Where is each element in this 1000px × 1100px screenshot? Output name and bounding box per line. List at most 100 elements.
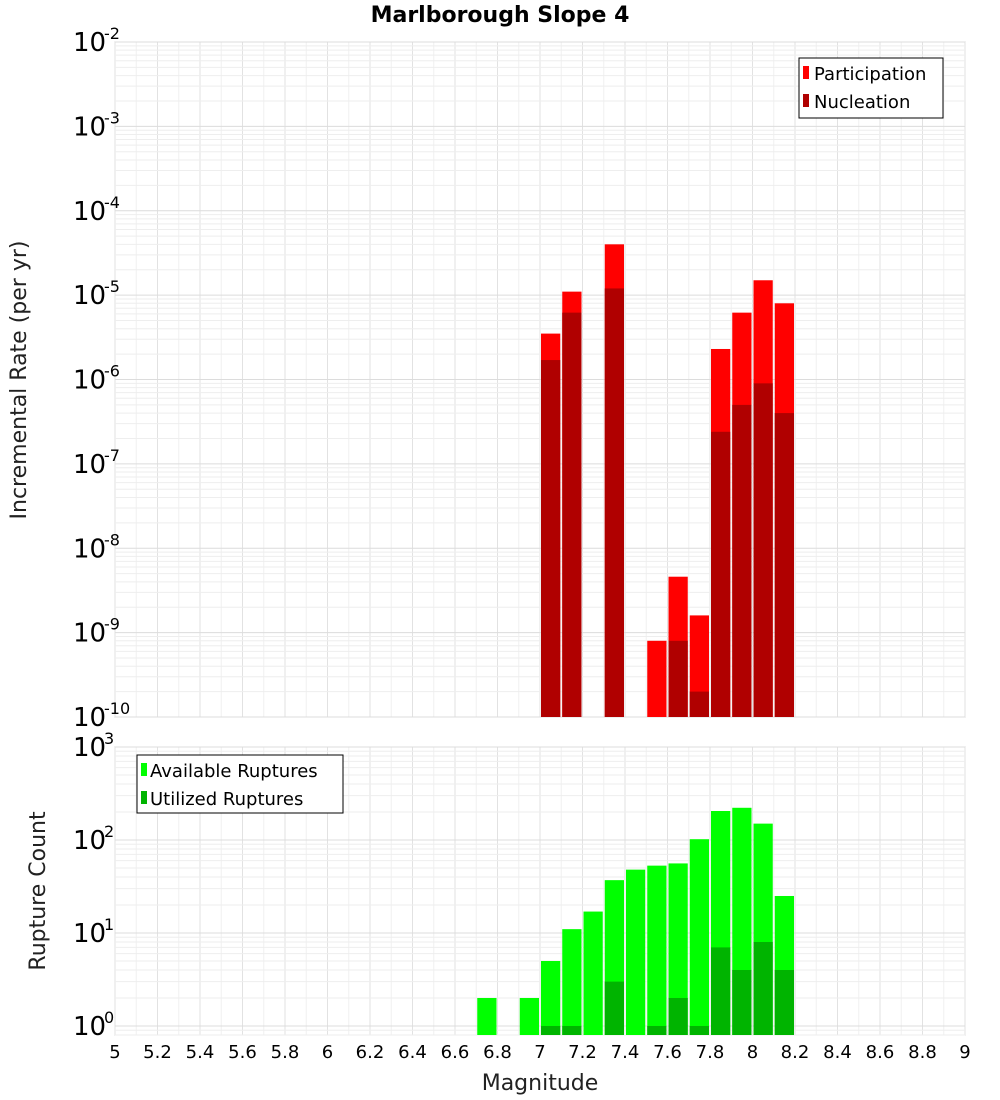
bar-utilized-ruptures [604, 981, 624, 1035]
x-tick-label: 6.8 [483, 1042, 512, 1063]
top-legend-box [798, 57, 944, 119]
y-tick-label: 10 [73, 281, 106, 311]
y-tick-label: 10 [73, 619, 106, 649]
y-tick-exponent: 3 [104, 729, 114, 748]
bar-utilized-ruptures [774, 969, 794, 1035]
bar-nucleation [668, 640, 688, 717]
x-tick-label: 7.2 [568, 1042, 597, 1063]
y-tick-label: 10 [73, 197, 106, 227]
top-legend: Participation Nucleation [798, 57, 944, 119]
bar-nucleation [689, 691, 709, 717]
y-tick-label: 10 [73, 450, 106, 480]
bar-utilized-ruptures [732, 969, 752, 1035]
x-tick-label: 8.8 [908, 1042, 937, 1063]
y-tick-exponent: -7 [104, 446, 120, 465]
x-tick-label: 9 [959, 1042, 970, 1063]
top-grid [114, 41, 966, 718]
y-tick-exponent: -10 [104, 699, 130, 718]
bar-nucleation [541, 360, 561, 717]
bar-available-ruptures [562, 929, 582, 1035]
bar-available-ruptures [668, 863, 688, 1035]
x-tick-label: 6.4 [398, 1042, 427, 1063]
y-tick-exponent: -2 [104, 24, 120, 43]
x-tick-label: 6 [322, 1042, 333, 1063]
bottom-bars [477, 807, 794, 1035]
bar-utilized-ruptures [647, 1025, 667, 1035]
bar-utilized-ruptures [753, 942, 773, 1035]
bottom-legend: Available Ruptures Utilized Ruptures [136, 754, 344, 814]
x-tick-label: 7.6 [653, 1042, 682, 1063]
y-tick-exponent: 0 [104, 1008, 114, 1027]
x-tick-label: 5.4 [186, 1042, 215, 1063]
bar-available-ruptures [541, 960, 561, 1035]
legend-label-available: Available Ruptures [150, 761, 318, 782]
bar-utilized-ruptures [711, 947, 731, 1035]
y-tick-exponent: -5 [104, 277, 120, 296]
y-tick-exponent: -3 [104, 108, 120, 127]
bar-available-ruptures [689, 839, 709, 1035]
legend-label-utilized: Utilized Ruptures [150, 789, 303, 810]
bar-participation [647, 640, 667, 717]
bar-utilized-ruptures [562, 1025, 582, 1035]
y-tick-label: 10 [73, 733, 106, 763]
bottom-grid [114, 746, 966, 1036]
bar-nucleation [753, 383, 773, 717]
bar-available-ruptures [519, 997, 539, 1035]
top-y-ticks: 10-210-310-410-510-610-710-810-910-10 [73, 24, 130, 733]
x-tick-label: 7 [534, 1042, 545, 1063]
y-tick-exponent: -8 [104, 530, 120, 549]
bar-nucleation [732, 404, 752, 717]
x-tick-label: 8.6 [866, 1042, 895, 1063]
bar-nucleation [562, 312, 582, 717]
bar-available-ruptures [583, 911, 603, 1035]
bar-available-ruptures [647, 865, 667, 1035]
y-tick-label: 10 [73, 112, 106, 142]
y-tick-label: 10 [73, 534, 106, 564]
x-tick-label: 7.8 [696, 1042, 725, 1063]
x-tick-label: 8.4 [823, 1042, 852, 1063]
y-tick-label: 10 [73, 826, 106, 856]
x-tick-label: 7.4 [611, 1042, 640, 1063]
x-tick-label: 5.2 [143, 1042, 172, 1063]
y-tick-exponent: -6 [104, 362, 120, 381]
x-tick-label: 5.6 [228, 1042, 257, 1063]
bar-nucleation [774, 413, 794, 717]
legend-label-participation: Participation [814, 64, 926, 85]
bottom-y-axis-label: Rupture Count [26, 811, 51, 971]
bar-available-ruptures [626, 869, 646, 1035]
x-tick-label: 5 [109, 1042, 120, 1063]
y-tick-label: 10 [73, 703, 106, 733]
x-tick-label: 8.2 [781, 1042, 810, 1063]
y-tick-label: 10 [73, 919, 106, 949]
legend-swatch-utilized [141, 791, 147, 804]
top-panel: 10-210-310-410-510-610-710-810-910-10 In… [7, 24, 966, 733]
bar-utilized-ruptures [541, 1025, 561, 1035]
y-tick-label: 10 [73, 28, 106, 58]
y-tick-exponent: 2 [104, 822, 114, 841]
y-tick-exponent: -4 [104, 193, 120, 212]
bar-utilized-ruptures [668, 997, 688, 1035]
x-tick-label: 6.6 [441, 1042, 470, 1063]
legend-label-nucleation: Nucleation [814, 92, 910, 113]
top-bars [541, 244, 794, 718]
bar-nucleation [604, 288, 624, 717]
legend-swatch-available [141, 763, 147, 776]
x-tick-label: 8 [747, 1042, 758, 1063]
legend-swatch-participation [803, 66, 809, 79]
y-tick-exponent: -9 [104, 615, 120, 634]
y-tick-label: 10 [73, 1012, 106, 1042]
top-y-axis-label: Incremental Rate (per yr) [7, 241, 32, 520]
x-tick-label: 6.2 [356, 1042, 385, 1063]
legend-swatch-nucleation [803, 94, 809, 107]
y-tick-label: 10 [73, 366, 106, 396]
bar-available-ruptures [477, 997, 497, 1035]
bar-nucleation [711, 431, 731, 717]
x-tick-label: 5.8 [271, 1042, 300, 1063]
x-axis-label: Magnitude [482, 1071, 599, 1096]
x-tick-labels: 5 5.2 5.4 5.6 5.8 6 6.2 6.4 6.6 6.8 7 7.2 7.4 7.6 7.8 8… [109, 1042, 970, 1063]
chart-title: Marlborough Slope 4 [371, 3, 630, 28]
bar-utilized-ruptures [689, 1025, 709, 1035]
